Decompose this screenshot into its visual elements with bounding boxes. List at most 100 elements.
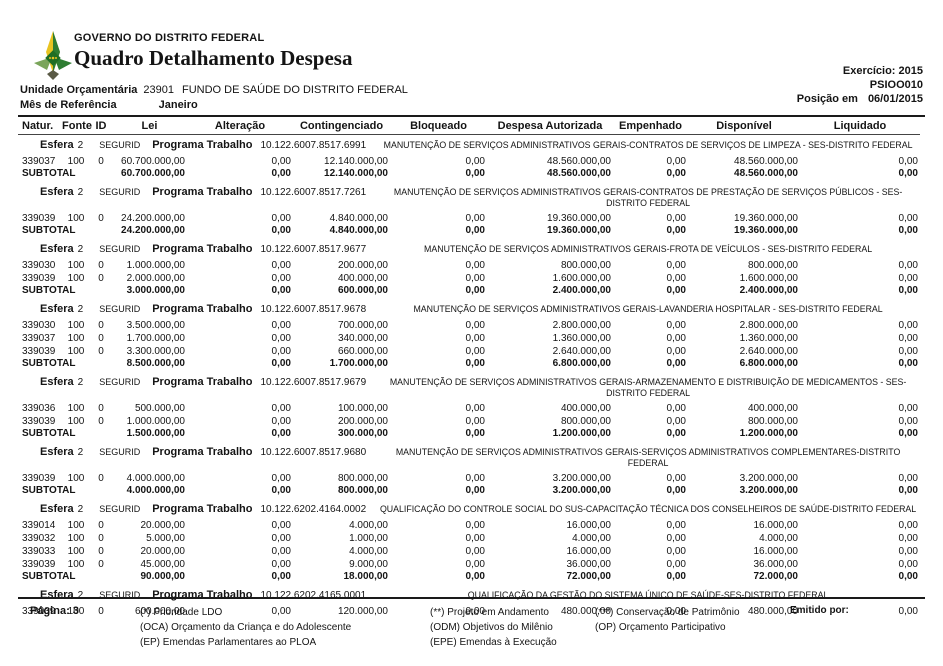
- programa-trabalho-label: Programa Trabalho: [152, 186, 253, 198]
- cell-id: 0: [98, 156, 104, 167]
- cell-empenhado: 0,00: [666, 358, 686, 369]
- segurid-label: SEGURID: [99, 140, 141, 150]
- cell-liquidado: 0,00: [898, 533, 918, 544]
- cell-disponivel: 3.200.000,00: [739, 473, 798, 484]
- report-table-body: Esfera 2 SEGURID Programa Trabalho 10.122.60…: [18, 135, 920, 619]
- cell-disponivel: 480.000,00: [747, 606, 798, 617]
- cell-id: 0: [98, 333, 104, 344]
- cell-id: 0: [98, 559, 104, 570]
- cell-fonte: 100: [67, 213, 85, 224]
- cell-alteracao: 0,00: [271, 533, 291, 544]
- group-header-row: Esfera 2 SEGURID Programa Trabalho 10.122.60…: [18, 182, 920, 212]
- cell-id: 0: [98, 260, 104, 271]
- cell-contingenciado: 4.000,00: [349, 520, 388, 531]
- cell-fonte: 100: [67, 546, 85, 557]
- cell-natur: 339032: [22, 533, 56, 544]
- subtotal-label: SUBTOTAL: [22, 571, 76, 582]
- cell-alteracao: 0,00: [271, 403, 291, 414]
- cell-bloqueado: 0,00: [465, 520, 485, 531]
- cell-natur: 339030: [22, 260, 56, 271]
- cell-bloqueado: 0,00: [465, 168, 485, 179]
- cell-bloqueado: 0,00: [465, 606, 485, 617]
- cell-disponivel: 4.000,00: [759, 533, 798, 544]
- cell-bloqueado: 0,00: [465, 403, 485, 414]
- cell-liquidado: 0,00: [898, 346, 918, 357]
- legend-column-3: (***) Conservação de Patrimônio (OP) Orç…: [595, 605, 740, 635]
- cell-natur: 339033: [22, 546, 56, 557]
- segurid-label: SEGURID: [99, 590, 141, 600]
- cell-contingenciado: 18.000,00: [343, 571, 389, 582]
- group-header: Esfera 2 SEGURID Programa Trabalho 10.122.62…: [18, 585, 920, 605]
- mes-referencia-line: Mês de Referência Janeiro: [20, 99, 198, 111]
- cell-alteracao: 0,00: [271, 225, 291, 236]
- gdf-logo-icon: [34, 31, 72, 80]
- cell-natur: 339039: [22, 473, 56, 484]
- esfera-value: 2: [77, 377, 84, 388]
- cell-empenhado: 0,00: [666, 225, 686, 236]
- programa-description: MANUTENÇÃO DE SERVIÇOS ADMINISTRATIVOS G…: [393, 187, 903, 208]
- cell-empenhado: 0,00: [666, 333, 686, 344]
- esfera-label: Esfera: [40, 303, 74, 315]
- cell-alteracao: 0,00: [271, 473, 291, 484]
- table-row: 339039 100 0 1.000.000,00 0,00 200.000,00 0,00…: [18, 415, 920, 428]
- cell-empenhado: 0,00: [666, 546, 686, 557]
- cell-lei: 8.500.000,00: [126, 358, 185, 369]
- cell-contingenciado: 1.000,00: [349, 533, 388, 544]
- cell-fonte: 100: [67, 416, 85, 427]
- cell-disponivel: 72.000,00: [753, 571, 799, 582]
- group-header-cell: Esfera 2 SEGURID Programa Trabalho 10.122.60…: [18, 135, 920, 156]
- esfera-label: Esfera: [40, 243, 74, 255]
- cell-contingenciado: 4.840.000,00: [329, 225, 388, 236]
- cell-disponivel: 2.640.000,00: [739, 346, 798, 357]
- cell-bloqueado: 0,00: [465, 416, 485, 427]
- cell-fonte: 100: [67, 533, 85, 544]
- subtotal-row: SUBTOTAL 24.200.000,00 0,00 4.840.000,00 0,0…: [18, 225, 920, 239]
- segurid-label: SEGURID: [99, 377, 141, 387]
- cell-liquidado: 0,00: [898, 428, 918, 439]
- report-code: PSIOO010: [869, 79, 923, 91]
- cell-lei: 5.000,00: [146, 533, 185, 544]
- cell-id: 0: [98, 273, 104, 284]
- cell-disponivel: 2.400.000,00: [739, 285, 798, 296]
- esfera-label: Esfera: [40, 186, 74, 198]
- table-row: 339037 100 0 60.700.000,00 0,00 12.140.000,00…: [18, 155, 920, 168]
- unidade-name: FUNDO DE SAÚDE DO DISTRITO FEDERAL: [181, 84, 408, 96]
- group-header-row: Esfera 2 SEGURID Programa Trabalho 10.122.60…: [18, 372, 920, 402]
- cell-empenhado: 0,00: [666, 213, 686, 224]
- esfera-value: 2: [77, 140, 84, 151]
- cell-bloqueado: 0,00: [465, 546, 485, 557]
- cell-liquidado: 0,00: [898, 403, 918, 414]
- cell-empenhado: 0,00: [666, 168, 686, 179]
- group-header-cell: Esfera 2 SEGURID Programa Trabalho 10.122.62…: [18, 585, 920, 605]
- cell-alteracao: 0,00: [271, 213, 291, 224]
- cell-fonte: 100: [67, 520, 85, 531]
- subtotal-label: SUBTOTAL: [22, 225, 76, 236]
- programa-trabalho-label: Programa Trabalho: [152, 589, 253, 601]
- col-natur: Natur.: [18, 117, 62, 135]
- cell-id: 0: [98, 473, 104, 484]
- cell-bloqueado: 0,00: [465, 346, 485, 357]
- cell-contingenciado: 12.140.000,00: [324, 168, 388, 179]
- cell-despesa-autorizada: 36.000,00: [566, 559, 612, 570]
- cell-fonte: 100: [67, 333, 85, 344]
- subtotal-label: SUBTOTAL: [22, 168, 76, 179]
- cell-empenhado: 0,00: [666, 428, 686, 439]
- col-disponivel: Disponível: [688, 117, 800, 135]
- cell-natur: 339036: [22, 403, 56, 414]
- pagina-label: Página:: [30, 605, 70, 617]
- cell-contingenciado: 200.000,00: [337, 260, 388, 271]
- programa-trabalho-label: Programa Trabalho: [152, 303, 253, 315]
- cell-empenhado: 0,00: [666, 346, 686, 357]
- group-header: Esfera 2 SEGURID Programa Trabalho 10.122.60…: [18, 372, 920, 402]
- cell-lei: 20.000,00: [140, 546, 186, 557]
- cell-disponivel: 800.000,00: [747, 416, 798, 427]
- programa-trabalho-code: 10.122.6007.8517.9680: [260, 447, 367, 458]
- cell-bloqueado: 0,00: [465, 571, 485, 582]
- cell-lei: 24.200.000,00: [121, 225, 185, 236]
- segurid-label: SEGURID: [99, 447, 141, 457]
- page-title: Quadro Detalhamento Despesa: [74, 46, 353, 70]
- cell-disponivel: 6.800.000,00: [739, 358, 798, 369]
- cell-disponivel: 800.000,00: [747, 260, 798, 271]
- subtotal-row: SUBTOTAL 90.000,00 0,00 18.000,00 0,00 72.000…: [18, 571, 920, 585]
- programa-description: QUALIFICAÇÃO DA GESTÃO DO SISTEMA ÚNICO …: [467, 590, 829, 600]
